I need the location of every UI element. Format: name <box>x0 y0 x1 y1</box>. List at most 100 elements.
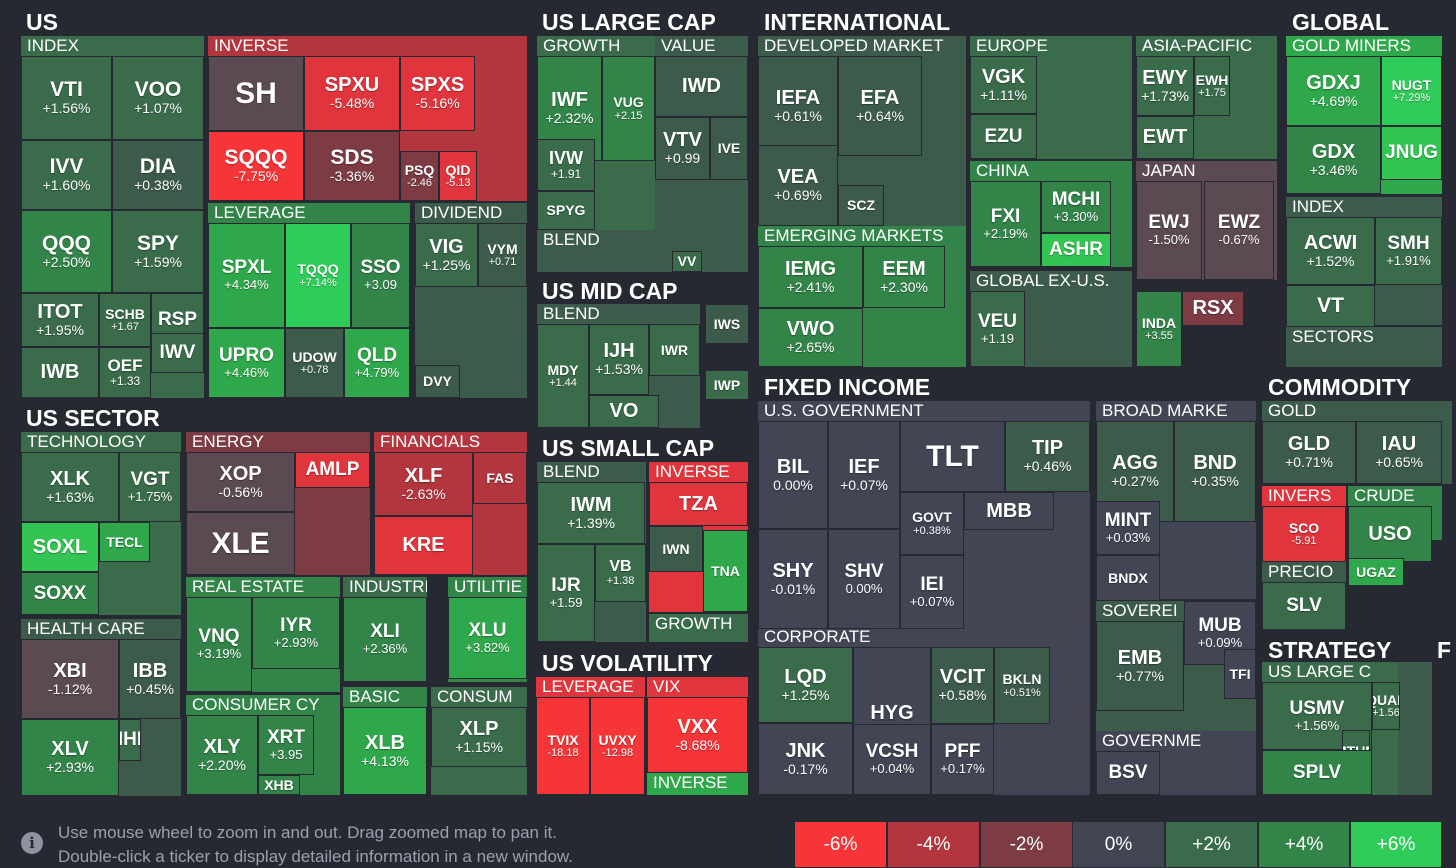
ticker-tile-oef[interactable]: OEF +1.33 <box>99 347 151 398</box>
ticker-tile-uso[interactable]: USO <box>1348 506 1432 562</box>
ticker-tile-iwr[interactable]: IWR <box>649 324 700 376</box>
ticker-tile-tlt[interactable]: TLT <box>900 421 1005 492</box>
ticker-tile-sco[interactable]: SCO -5.91 <box>1262 506 1346 562</box>
ticker-tile-tqqq[interactable]: TQQQ +7.14% <box>285 223 351 328</box>
ticker-tile-vym[interactable]: VYM +0.71 <box>478 223 527 287</box>
ticker-tile-vea[interactable]: VEA +0.69% <box>758 145 838 226</box>
ticker-tile-iefa[interactable]: IEFA +0.61% <box>758 56 838 156</box>
ticker-tile-vti[interactable]: VTI +1.56% <box>21 56 112 140</box>
ticker-tile-ashr[interactable]: ASHR <box>1041 233 1111 267</box>
ticker-tile-smh[interactable]: SMH +1.91% <box>1375 217 1442 285</box>
ticker-tile-vcit[interactable]: VCIT +0.58% <box>931 647 994 724</box>
ticker-tile-ewz[interactable]: EWZ -0.67% <box>1204 181 1274 280</box>
ticker-tile-spy[interactable]: SPY +1.59% <box>112 210 204 293</box>
ticker-tile-itot[interactable]: ITOT +1.95% <box>21 293 99 347</box>
ticker-tile-spxs[interactable]: SPXS -5.16% <box>400 56 475 131</box>
ticker-tile-ijr[interactable]: IJR +1.59 <box>537 544 595 642</box>
ticker-tile-efa[interactable]: EFA +0.64% <box>838 56 922 156</box>
ticker-tile-sds[interactable]: SDS -3.36% <box>304 131 400 201</box>
ticker-tile-bil[interactable]: BIL 0.00% <box>758 421 828 529</box>
ticker-tile-gdx[interactable]: GDX +3.46% <box>1286 126 1381 194</box>
ticker-tile-mbb[interactable]: MBB <box>964 492 1054 530</box>
ticker-tile-eem[interactable]: EEM +2.30% <box>863 246 945 308</box>
ticker-tile-vb[interactable]: VB +1.38 <box>595 544 646 602</box>
ticker-tile-bndx[interactable]: BNDX <box>1096 555 1160 601</box>
ticker-tile-gdxj[interactable]: GDXJ +4.69% <box>1286 56 1381 126</box>
ticker-tile-spxl[interactable]: SPXL +4.34% <box>208 223 285 328</box>
ticker-tile-voo[interactable]: VOO +1.07% <box>112 56 204 140</box>
ticker-tile-vtv[interactable]: VTV +0.99 <box>655 117 710 180</box>
ticker-tile-sh[interactable]: SH <box>208 56 304 131</box>
ticker-tile-vnq[interactable]: VNQ +3.19% <box>186 597 252 692</box>
ticker-tile-xle[interactable]: XLE <box>186 512 295 575</box>
ticker-tile-jnug[interactable]: JNUG <box>1381 126 1442 180</box>
ticker-tile-iemg[interactable]: IEMG +2.41% <box>758 246 863 308</box>
ticker-tile-qual[interactable]: QUAL+1.56 <box>1372 682 1400 730</box>
ticker-tile-uvxy[interactable]: UVXY -12.98 <box>590 697 645 795</box>
ticker-tile-emb[interactable]: EMB +0.77% <box>1096 621 1184 711</box>
ticker-tile-iws[interactable]: IWS <box>705 304 749 344</box>
ticker-tile-vwo[interactable]: VWO +2.65% <box>758 308 863 367</box>
ticker-tile-ief[interactable]: IEF +0.07% <box>828 421 900 529</box>
ticker-tile-xbi[interactable]: XBI -1.12% <box>21 639 119 719</box>
ticker-tile-xli[interactable]: XLI +2.36% <box>343 597 427 682</box>
ticker-tile-vug[interactable]: VUG +2.15 <box>602 56 655 161</box>
ticker-tile-xlu[interactable]: XLU +3.82% <box>448 597 527 679</box>
ticker-tile-iwn[interactable]: IWN <box>649 526 703 572</box>
ticker-tile-dvy[interactable]: DVY <box>415 365 460 398</box>
ticker-tile-slv[interactable]: SLV <box>1262 582 1346 630</box>
ticker-tile-vo[interactable]: VO <box>589 395 659 428</box>
ticker-tile-udow[interactable]: UDOW +0.78 <box>285 328 344 398</box>
ticker-tile-jnk[interactable]: JNK -0.17% <box>758 723 853 795</box>
ticker-tile-xrt[interactable]: XRT +3.95 <box>258 715 314 775</box>
ticker-tile-xlv[interactable]: XLV +2.93% <box>21 719 119 796</box>
ticker-tile-tza[interactable]: TZA <box>649 482 748 526</box>
ticker-tile-fxi[interactable]: FXI +2.19% <box>970 181 1041 267</box>
ticker-tile-tfi[interactable]: TFI <box>1224 649 1256 699</box>
ticker-tile-xlk[interactable]: XLK +1.63% <box>21 452 119 522</box>
ticker-tile-qqq[interactable]: QQQ +2.50% <box>21 210 112 293</box>
ticker-tile-soxx[interactable]: SOXX <box>21 572 99 615</box>
ticker-tile-dia[interactable]: DIA +0.38% <box>112 140 204 210</box>
ticker-tile-splv[interactable]: SPLV <box>1262 750 1372 795</box>
ticker-tile-vt[interactable]: VT <box>1286 285 1375 327</box>
ticker-tile-spyg[interactable]: SPYG <box>537 191 595 230</box>
ticker-tile-xhb[interactable]: XHB <box>258 775 300 795</box>
ticker-tile-iwb[interactable]: IWB <box>21 347 99 398</box>
ticker-tile-ewj[interactable]: EWJ -1.50% <box>1136 181 1202 280</box>
ticker-tile-soxl[interactable]: SOXL <box>21 522 99 572</box>
ticker-tile-iwd[interactable]: IWD <box>655 56 748 117</box>
ticker-tile-ive[interactable]: IVE <box>710 117 748 180</box>
ticker-tile-psq[interactable]: PSQ -2.46 <box>400 151 439 201</box>
ticker-tile-ezu[interactable]: EZU <box>970 114 1037 159</box>
ticker-tile-iwv[interactable]: IWV <box>151 333 204 373</box>
ticker-tile-ewt[interactable]: EWT <box>1136 116 1194 159</box>
ticker-tile-tvix[interactable]: TVIX -18.18 <box>536 697 590 795</box>
ticker-tile-ewh[interactable]: EWH +1.75 <box>1194 56 1230 116</box>
ticker-tile-iau[interactable]: IAU +0.65% <box>1356 421 1442 484</box>
ticker-tile-xlp[interactable]: XLP +1.15% <box>431 707 527 767</box>
ticker-tile-mdy[interactable]: MDY +1.44 <box>537 324 589 428</box>
ticker-tile-ivw[interactable]: IVW +1.91 <box>537 139 595 191</box>
ticker-tile-vgt[interactable]: VGT +1.75% <box>119 452 181 522</box>
ticker-tile-vig[interactable]: VIG +1.25% <box>415 223 478 287</box>
ticker-tile-vgk[interactable]: VGK +1.11% <box>970 56 1037 114</box>
ticker-tile-spxu[interactable]: SPXU -5.48% <box>304 56 400 131</box>
ticker-tile-shv[interactable]: SHV 0.00% <box>828 529 900 629</box>
ticker-tile-inda[interactable]: INDA +3.55 <box>1136 291 1182 367</box>
ticker-tile-ivv[interactable]: IVV +1.60% <box>21 140 112 210</box>
ticker-tile-gld[interactable]: GLD +0.71% <box>1262 421 1356 484</box>
ticker-tile-nugt[interactable]: NUGT +7.29% <box>1381 56 1442 126</box>
ticker-tile-iwm[interactable]: IWM +1.39% <box>537 482 645 544</box>
ticker-tile-ijh[interactable]: IJH +1.53% <box>589 324 649 395</box>
ticker-tile-govt[interactable]: GOVT +0.38% <box>900 492 964 555</box>
ticker-tile-bkln[interactable]: BKLN +0.51% <box>994 647 1050 724</box>
ticker-tile-mint[interactable]: MINT +0.03% <box>1096 501 1160 555</box>
ticker-tile-iei[interactable]: IEI +0.07% <box>900 555 964 629</box>
ticker-tile-rsx[interactable]: RSX <box>1182 291 1244 326</box>
ticker-tile-fas[interactable]: FAS <box>473 452 527 504</box>
ticker-tile-iwp[interactable]: IWP <box>705 370 749 400</box>
ticker-tile-bsv[interactable]: BSV <box>1096 751 1160 795</box>
ticker-tile-vcsh[interactable]: VCSH +0.04% <box>853 724 931 795</box>
